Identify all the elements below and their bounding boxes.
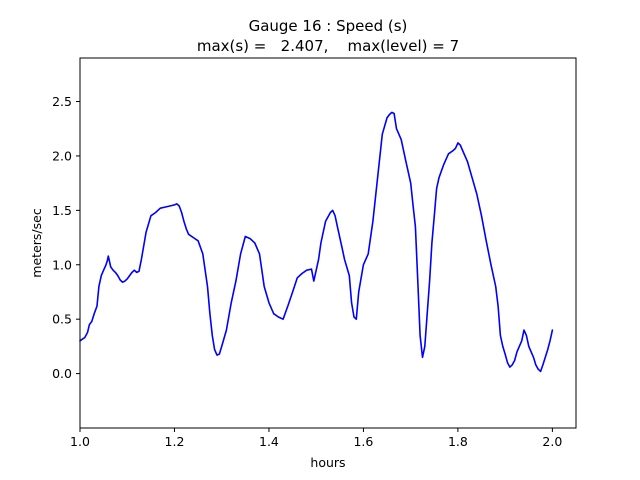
chart-subtitle: max(s) = 2.407, max(level) = 7 [197, 37, 459, 55]
x-tick-label: 1.0 [70, 434, 90, 449]
x-axis-ticks: 1.0 1.2 1.4 1.6 1.8 2.0 [70, 428, 562, 449]
x-tick-label: 2.0 [542, 434, 562, 449]
chart-title: Gauge 16 : Speed (s) [249, 17, 408, 35]
x-tick-label: 1.4 [259, 434, 279, 449]
y-tick-label: 0.0 [52, 366, 72, 381]
y-tick-label: 2.0 [52, 148, 72, 163]
plot-frame [79, 57, 577, 429]
series-line [79, 111, 554, 373]
y-axis-ticks: 0.0 0.5 1.0 1.5 2.0 2.5 [52, 94, 80, 381]
y-tick-label: 2.5 [52, 94, 72, 109]
x-axis-label: hours [310, 455, 345, 470]
series-layer [79, 111, 554, 373]
x-tick-label: 1.2 [165, 434, 185, 449]
x-tick-label: 1.8 [448, 434, 468, 449]
y-tick-label: 0.5 [52, 312, 72, 327]
y-tick-label: 1.0 [52, 257, 72, 272]
x-tick-label: 1.6 [353, 434, 373, 449]
y-tick-label: 1.5 [52, 203, 72, 218]
y-axis-label: meters/sec [29, 208, 44, 278]
